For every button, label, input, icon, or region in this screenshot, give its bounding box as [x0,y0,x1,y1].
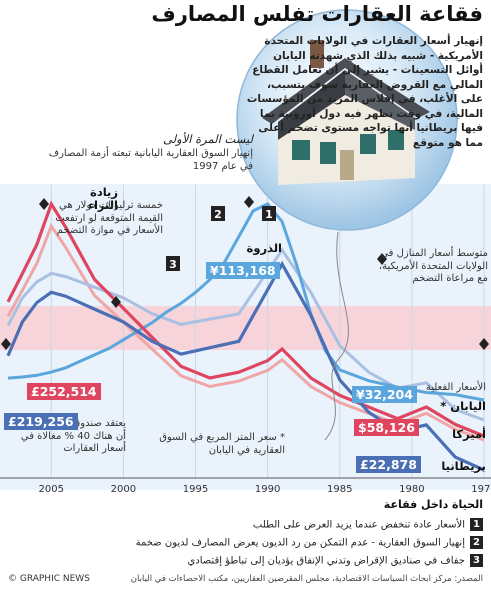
usa-series-line [6,200,485,438]
uk-current-value-box: £22,878 [356,456,421,473]
bubble-string [324,231,349,441]
x-tick-label-1990: 1990 [255,484,280,495]
us-2001-diamond-marker [111,296,121,308]
japan-current-value-box: ¥32,204 [352,386,417,403]
key-row-3: 3 جفاف في صناديق الإقراض وتدني الإنفاق يؤ… [187,554,483,567]
japan-series-label: اليابان * [440,399,486,413]
us-current-value-box: $58,126 [354,419,419,436]
key-num-1: 1 [470,518,483,531]
phase-marker-3: 3 [169,258,177,271]
us-peak-value-box: £219,256 [4,413,78,430]
uk-series-label: بريطانيا [441,459,486,473]
x-tick-label-1975: 1975 [471,484,491,495]
x-tick-label-2000: 2000 [111,484,136,495]
phases-title: الحياة داخل فقاعة [383,498,483,511]
key-num-3: 3 [470,554,483,567]
actual-prices-label: الأسعار الفعلية [425,382,486,393]
page-title: فقاعة العقارات تفلس المصارف [151,2,483,26]
key-row-2: 2 إنهيار السوق العقارية - عدم التمكن من ر… [136,536,483,549]
source-note: المصدر: مركز ابحاث السياسات الاقتصادية، … [130,574,483,584]
phase-marker-1: 1 [265,208,273,221]
key-num-2: 2 [470,536,483,549]
intro-text: إنهيار أسعار العقارات في الولايات المتحد… [246,35,483,149]
japan-series-line [7,202,485,402]
phase-markers: 1 2 3 [166,206,276,271]
uk-peak-diamond-marker [39,198,49,210]
x-tick-label-1995: 1995 [183,484,208,495]
wealth-body: خمسة ترليونات دولار هي القيمة المتوقعة ل… [55,200,163,236]
bubble-bottom-marker [377,253,387,265]
left-edge-marker [1,338,11,350]
x-tick-label-1980: 1980 [399,484,424,495]
peak-diamond-marker [244,196,254,208]
uk-peak-value-box: £252,514 [27,383,101,400]
wealth-heading: زيادة الثراء [88,185,118,212]
house-bubble-illustration [236,9,458,231]
first-time-heading: ليست المرة الأولى [163,132,253,146]
first-time-body: إنهيار السوق العقارية اليابانية تبعته أز… [48,148,253,172]
credit: © GRAPHIC NEWS [8,574,90,584]
japan-price-note: * سعر المتر المربع في السوق العقارية في … [159,432,285,456]
chart-markers [1,196,489,350]
x-tick-label-2005: 2005 [39,484,64,495]
us-price-note: متوسط أسعار المنازل في الولايات المتحدة … [378,248,488,284]
key-text-3: جفاف في صناديق الإقراض وتدني الإنفاق يؤد… [187,555,465,567]
key-row-1: 1 الأسعار عادة تنخفض عندما يزيد العرض على… [253,518,483,531]
japan-peak-value-box: ¥113,168 [206,262,280,279]
right-edge-marker [479,338,489,350]
key-text-2: إنهيار السوق العقارية - عدم التمكن من رد… [135,537,465,549]
x-tick-label-1985: 1985 [327,484,352,495]
peak-label: الذروة [246,241,282,255]
x-axis-ticks: 2005 2000 1995 1990 1985 1980 1975 [39,484,491,495]
usa-series-label: أميركا [452,427,486,441]
phase-marker-2: 2 [214,208,222,221]
key-text-1: الأسعار عادة تنخفض عندما يزيد العرض على … [252,519,465,531]
